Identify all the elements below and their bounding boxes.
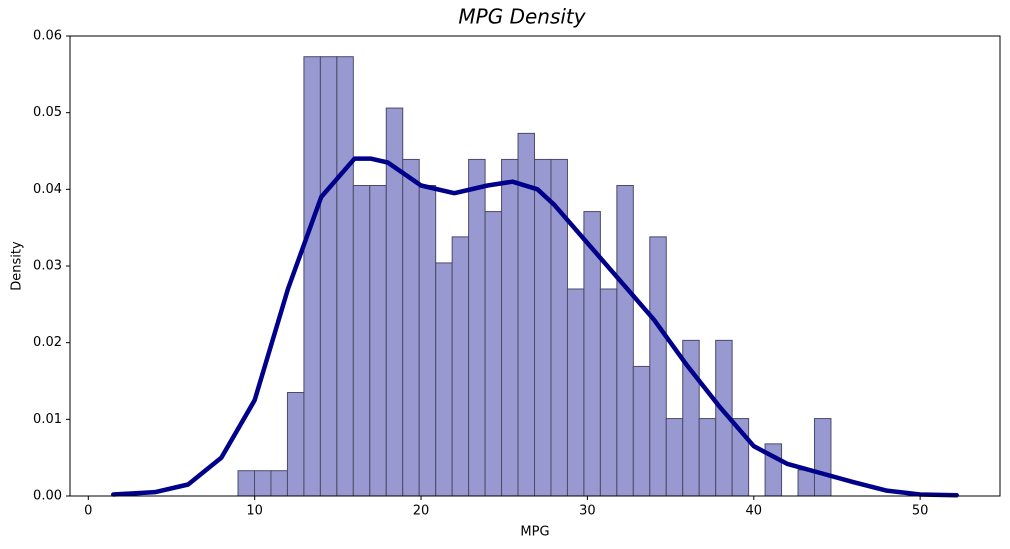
y-tick-label: 0.06 bbox=[33, 29, 62, 44]
histogram-bar bbox=[336, 56, 354, 497]
x-tick-label: 10 bbox=[246, 504, 263, 519]
histogram-bar bbox=[649, 236, 667, 497]
kde-line bbox=[111, 156, 959, 498]
histogram-bar bbox=[286, 392, 305, 497]
x-axis-label: MPG bbox=[520, 525, 549, 540]
x-tick-label: 50 bbox=[912, 504, 929, 519]
histogram-bar bbox=[270, 470, 288, 497]
histogram-bar bbox=[451, 236, 470, 497]
y-tick-label: 0.03 bbox=[33, 259, 62, 274]
histogram-bar bbox=[435, 262, 453, 497]
y-tick-label: 0.02 bbox=[33, 335, 62, 350]
y-axis-label: Density bbox=[10, 241, 25, 291]
histogram-bar bbox=[698, 418, 717, 497]
histogram-bar bbox=[254, 470, 272, 497]
y-tick-label: 0.05 bbox=[33, 105, 62, 120]
x-tick-label: 30 bbox=[579, 504, 596, 519]
histogram-bar bbox=[352, 185, 371, 497]
y-tick-label: 0.00 bbox=[33, 489, 62, 504]
histogram-bar bbox=[418, 185, 437, 497]
y-tick-label: 0.01 bbox=[33, 412, 62, 427]
histogram-bar bbox=[566, 288, 585, 497]
histogram-bar bbox=[599, 288, 618, 497]
chart-title: MPG Density bbox=[458, 5, 586, 29]
y-tick-label: 0.04 bbox=[33, 182, 62, 197]
x-tick-label: 40 bbox=[746, 504, 763, 519]
histogram-bar bbox=[797, 469, 815, 497]
histogram-bar bbox=[468, 158, 486, 497]
histogram-bar bbox=[369, 185, 387, 497]
histogram-bar bbox=[616, 185, 634, 497]
histogram-bar bbox=[319, 56, 338, 497]
histogram-bar bbox=[303, 56, 321, 497]
x-tick-label: 20 bbox=[413, 504, 430, 519]
histogram-bar bbox=[237, 470, 256, 497]
x-tick-label: 0 bbox=[84, 504, 92, 519]
histogram-bar bbox=[632, 365, 651, 497]
histogram-bar bbox=[665, 418, 684, 497]
histogram-bar bbox=[813, 418, 832, 497]
plot-frame bbox=[69, 35, 1001, 497]
histogram-bar bbox=[501, 158, 519, 497]
histogram-bar bbox=[534, 158, 552, 497]
histogram-bar bbox=[402, 158, 420, 497]
histogram-bar bbox=[484, 211, 503, 497]
